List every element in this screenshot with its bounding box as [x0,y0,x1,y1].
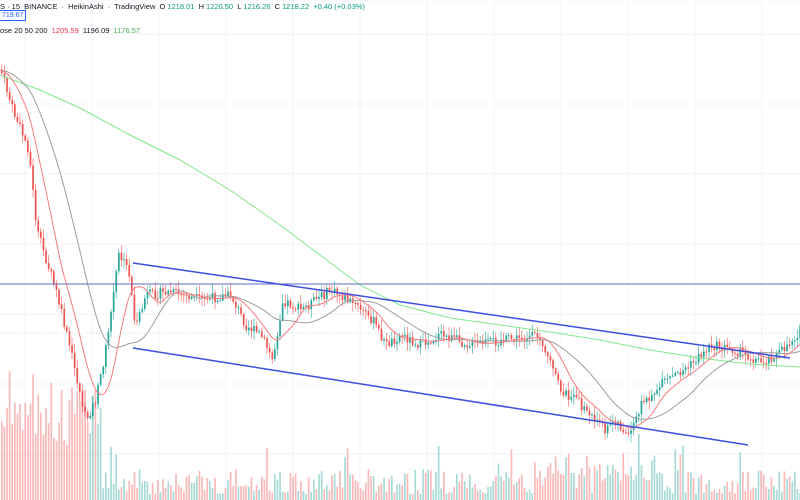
exchange-name: BINANCE [24,2,58,11]
heikin-ashi-candles[interactable] [1,64,800,443]
separator: · [107,2,111,11]
open-value: 1218.01 [167,2,195,11]
ma20-line [0,69,800,429]
symbol-description: S · 15 [0,2,21,11]
ma50-value: 1196.09 [82,26,110,35]
low-label: L [237,2,242,11]
separator: · [61,2,65,11]
price-tag: 719.67 [0,10,27,21]
change-value: +0.40 (+0.03%) [313,2,365,11]
ma-indicator-legend[interactable]: ose 20 50 200 1205.59 1196.09 1176.57 [0,26,142,35]
close-label: C [274,2,281,11]
ma-indicator-label: ose 20 50 200 [0,26,48,35]
close-value: 1218.22 [282,2,310,11]
ma200-line [0,74,800,368]
ma20-value: 1205.59 [51,26,79,35]
ma200-value: 1176.57 [113,26,141,35]
legend-row: S · 15 BINANCE · HeikinAshi · TradingVie… [0,2,367,11]
lower-channel-trendline[interactable] [132,347,749,446]
ma50-line [0,69,800,420]
platform-name: TradingView [114,2,156,11]
upper-channel-trendline[interactable] [132,262,791,359]
high-label: H [198,2,204,11]
open-label: O [159,2,166,11]
low-value: 1216.26 [243,2,271,11]
volume-bars [1,371,800,500]
high-value: 1220.50 [205,2,234,11]
chart-style: HeikinAshi [68,2,104,11]
